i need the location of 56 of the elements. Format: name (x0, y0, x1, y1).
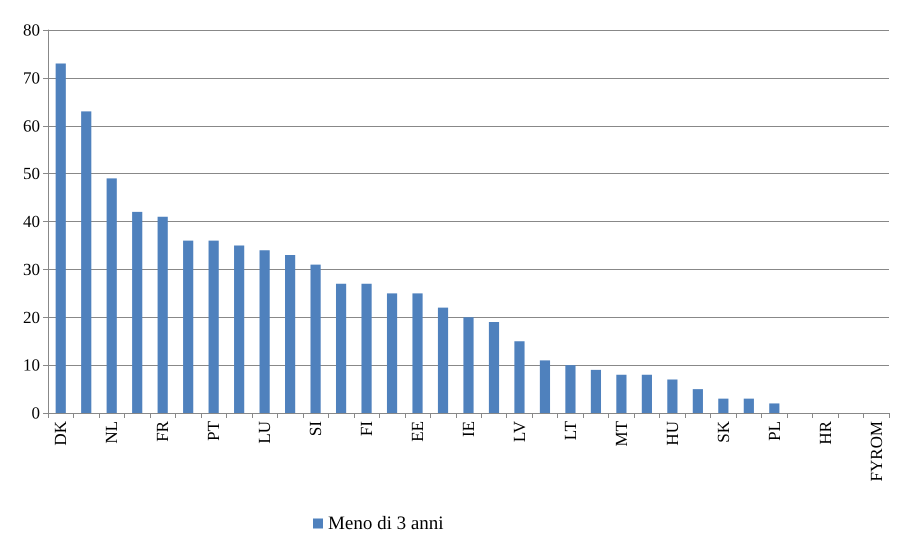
bar (692, 389, 703, 413)
bar (667, 379, 678, 413)
x-tick-label: IE (459, 421, 478, 438)
y-tick-label: 30 (23, 260, 40, 279)
bar (81, 111, 92, 413)
bar (56, 64, 66, 413)
bar (158, 216, 168, 413)
x-tick-label: FI (357, 420, 376, 436)
bar (336, 284, 346, 413)
bar (260, 250, 270, 413)
x-tick-label: HU (662, 421, 682, 446)
y-tick-label: 0 (32, 404, 40, 422)
bar (514, 341, 525, 413)
y-tick-label: 40 (23, 212, 40, 231)
y-tick-label: 20 (23, 308, 40, 327)
bar (642, 374, 652, 413)
y-tick-label: 50 (23, 164, 40, 184)
x-tick-label: DK (51, 420, 70, 446)
x-tick-label: FYROM (866, 421, 886, 482)
x-tick-label: SI (306, 420, 326, 436)
bar (744, 398, 754, 413)
bar (183, 240, 194, 413)
bar (463, 317, 474, 413)
bar (540, 360, 550, 413)
x-tick-label: PL (764, 421, 784, 441)
bar (438, 308, 448, 413)
bar (234, 245, 244, 413)
bar (718, 398, 728, 413)
y-tick-label: 60 (23, 116, 40, 136)
bar (769, 403, 780, 413)
bar (386, 293, 398, 413)
x-tick-label: HR (816, 420, 835, 445)
x-tick-label: LU (255, 421, 274, 444)
bar (590, 370, 602, 413)
bar (132, 212, 142, 413)
bar (285, 255, 296, 413)
x-tick-label: LV (510, 420, 529, 442)
bar (616, 374, 627, 413)
bar (488, 322, 500, 413)
x-tick-label: MT (612, 420, 631, 446)
x-tick-label: NL (102, 421, 122, 444)
bar (208, 240, 219, 413)
x-tick-label: EE (408, 421, 428, 442)
y-tick-label: 70 (23, 68, 40, 88)
x-tick-label: LT (560, 420, 580, 440)
y-tick-label: 10 (23, 356, 40, 375)
bar (310, 264, 321, 413)
bar (106, 178, 117, 413)
bar (565, 365, 576, 413)
x-tick-label: SK (714, 420, 733, 443)
x-tick-label: FR (153, 420, 172, 442)
bar (361, 284, 372, 413)
bar (412, 293, 423, 413)
y-tick-label: 80 (23, 20, 40, 40)
legend-label: Meno di 3 anni (328, 513, 444, 534)
x-tick-label: PT (204, 420, 224, 441)
